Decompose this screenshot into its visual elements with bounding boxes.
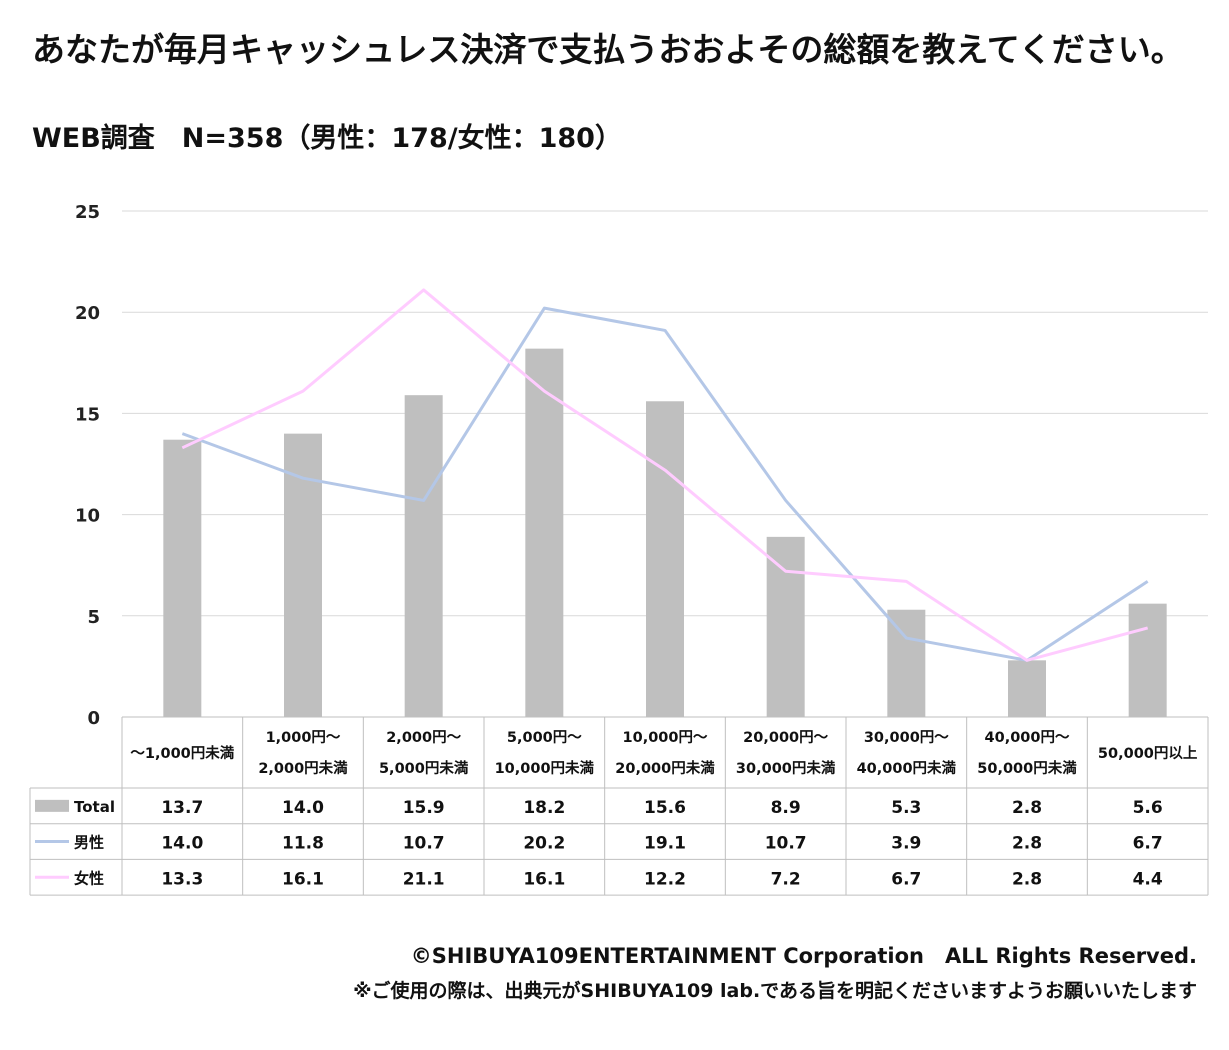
data-label: 4.4 — [1133, 869, 1163, 889]
data-label: 3.9 — [891, 834, 921, 854]
data-label: 20.2 — [523, 834, 565, 854]
legend-label: Total — [74, 798, 115, 816]
legend-label: 女性 — [74, 869, 104, 887]
data-label: 5.3 — [891, 798, 921, 818]
x-tick-label: 30,000円〜 — [864, 729, 949, 746]
x-tick-label: 2,000円未満 — [258, 759, 348, 777]
legend-key-total — [35, 799, 69, 812]
x-tick-label: 50,000円以上 — [1098, 745, 1198, 762]
data-label: 2.8 — [1012, 869, 1042, 889]
data-label: 11.8 — [282, 834, 324, 854]
data-label: 21.1 — [403, 869, 445, 889]
bar-total — [163, 439, 202, 717]
y-tick-label: 25 — [75, 202, 100, 223]
y-tick-label: 5 — [87, 607, 100, 628]
x-tick-label: 1,000円〜 — [266, 729, 341, 746]
x-tick-label: 10,000円未満 — [495, 759, 595, 777]
bar-total — [1128, 603, 1167, 717]
y-tick-label: 10 — [75, 506, 100, 527]
data-label: 16.1 — [282, 869, 324, 889]
bar-total — [887, 609, 926, 717]
data-label: 14.0 — [161, 834, 203, 854]
legend-label: 男性 — [74, 834, 104, 852]
data-label: 6.7 — [891, 869, 921, 889]
data-label: 12.2 — [644, 869, 686, 889]
x-tick-label: 20,000円未満 — [615, 759, 715, 777]
y-tick-label: 15 — [75, 404, 100, 425]
copyright-text: ©SHIBUYA109ENTERTAINMENT Corporation ALL… — [410, 944, 1197, 968]
data-label: 10.7 — [403, 834, 445, 854]
data-label: 2.8 — [1012, 834, 1042, 854]
bar-total — [525, 348, 564, 717]
data-label: 19.1 — [644, 834, 686, 854]
usage-note: ※ご使用の際は、出典元がSHIBUYA109 lab.である旨を明記くださいます… — [353, 980, 1197, 1002]
bar-total — [1008, 660, 1046, 717]
data-label: 14.0 — [282, 798, 324, 818]
x-tick-label: 20,000円〜 — [743, 729, 828, 746]
data-label: 8.9 — [771, 798, 801, 818]
data-label: 15.9 — [403, 798, 445, 818]
data-label: 6.7 — [1133, 834, 1163, 854]
data-label: 15.6 — [644, 798, 686, 818]
data-label: 2.8 — [1012, 798, 1042, 818]
x-tick-label: 50,000円未満 — [977, 759, 1077, 777]
data-label: 16.1 — [523, 869, 565, 889]
y-tick-label: 0 — [87, 708, 100, 729]
x-tick-label: 〜1,000円未満 — [130, 744, 234, 762]
bar-total — [404, 395, 443, 717]
y-tick-label: 20 — [75, 303, 100, 324]
x-tick-label: 30,000円未満 — [736, 759, 836, 777]
chart-subtitle: WEB調査 N=358（男性：178/女性：180） — [32, 123, 622, 154]
data-label: 5.6 — [1133, 798, 1163, 818]
data-label: 10.7 — [765, 834, 807, 854]
chart-title: あなたが毎月キャッシュレス決済で支払うおおよその総額を教えてください。 — [32, 30, 1184, 69]
data-label: 13.7 — [161, 798, 203, 818]
x-tick-label: 10,000円〜 — [623, 729, 708, 746]
bar-total — [284, 433, 322, 717]
data-label: 7.2 — [771, 869, 801, 889]
x-tick-label: 5,000円〜 — [507, 729, 582, 746]
data-label: 18.2 — [523, 798, 565, 818]
bar-total — [646, 401, 684, 717]
x-tick-label: 40,000円〜 — [985, 729, 1070, 746]
x-tick-label: 2,000円〜 — [386, 729, 461, 746]
x-tick-label: 40,000円未満 — [857, 759, 957, 777]
x-tick-label: 5,000円未満 — [379, 759, 469, 777]
bar-total — [766, 536, 805, 717]
data-label: 13.3 — [161, 869, 203, 889]
